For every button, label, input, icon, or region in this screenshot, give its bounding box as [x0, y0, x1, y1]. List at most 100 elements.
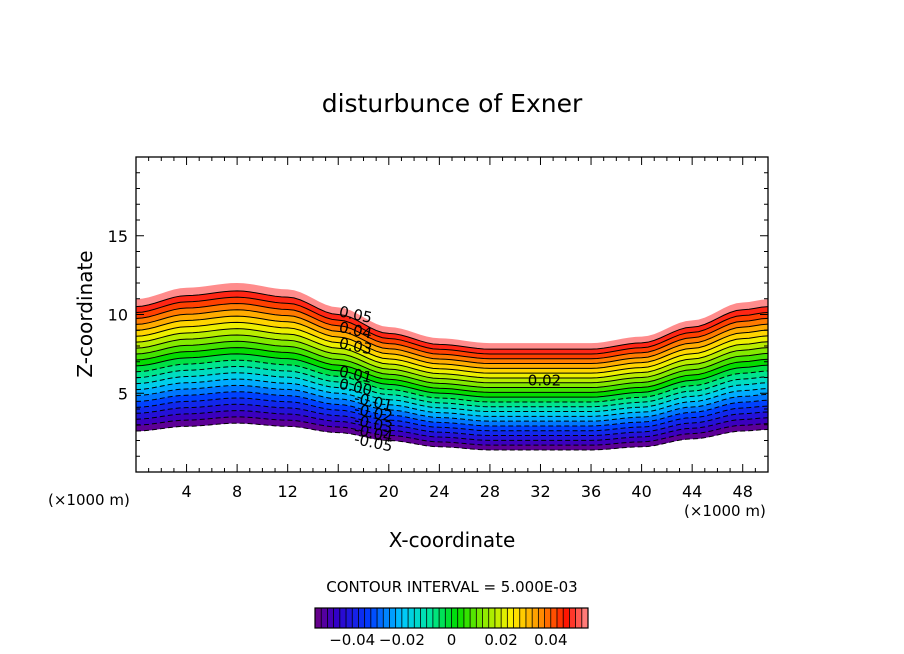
colorbar-cell: [525, 608, 533, 628]
colorbar-cell: [432, 608, 440, 628]
colorbar-cell: [346, 608, 353, 628]
contour-line: [136, 328, 768, 379]
x-tick-label: 44: [682, 482, 702, 501]
colorbar-tick-label: 0: [447, 631, 457, 649]
contour-line: [136, 403, 768, 437]
colorbar-cell: [482, 608, 490, 628]
colorbar-cell: [538, 608, 545, 628]
x-tick-label: 20: [379, 482, 399, 501]
contour-band: [136, 282, 768, 350]
contour-line: [136, 296, 768, 355]
colorbar-cell: [327, 608, 334, 628]
y-tick-label: 15: [108, 227, 128, 246]
colorbar-cell: [315, 608, 322, 628]
colorbar-cell: [358, 608, 365, 628]
colorbar-cell: [575, 608, 583, 628]
colorbar-cell: [501, 608, 508, 628]
colorbar-cell: [333, 608, 341, 628]
contour-lines: [136, 290, 768, 451]
colorbar-frame: [314, 607, 589, 629]
colorbar-cell: [445, 608, 452, 628]
colorbar-cell: [463, 608, 471, 628]
contour-line: [136, 397, 768, 432]
colorbar-cell: [321, 608, 328, 628]
x-tick-label: 24: [429, 482, 449, 501]
colorbar-cell: [377, 608, 384, 628]
contour-label: 0.02: [528, 371, 561, 389]
x-axis: 4 8 12 16 20 24 28 32 36 40 44 48: [148, 157, 756, 501]
contour-line: [136, 309, 768, 365]
colorbar-tick-label: 0.02: [484, 631, 517, 649]
contour-line: [136, 365, 768, 408]
colorbar-cell: [470, 608, 477, 628]
colorbar-cell: [476, 608, 483, 628]
x-tick-label: 8: [232, 482, 242, 501]
colorbar-cell: [352, 608, 359, 628]
colorbar: [314, 607, 589, 629]
colorbar-cell: [544, 608, 552, 628]
colorbar-cell: [569, 608, 576, 628]
contour-line: [136, 353, 768, 398]
y-tick-label: 10: [108, 306, 128, 325]
colorbar-cell: [370, 608, 378, 628]
colorbar-cell: [364, 608, 372, 628]
colorbar-tick-label: 0.04: [534, 631, 567, 649]
x-unit-left: (×1000 m): [48, 491, 130, 509]
contour-line: [136, 290, 768, 350]
colorbar-cell: [401, 608, 409, 628]
y-axis: 5 10 15: [108, 172, 768, 457]
x-tick-label: 40: [631, 482, 651, 501]
contour-line: [136, 410, 768, 441]
contour-line: [136, 340, 768, 389]
colorbar-cell: [532, 608, 539, 628]
colorbar-cell: [426, 608, 434, 628]
x-unit-right: (×1000 m): [684, 502, 766, 520]
contour-line: [136, 422, 768, 451]
colorbar-cell: [395, 608, 403, 628]
colorbar-cell: [339, 608, 347, 628]
colorbar-cell: [451, 608, 458, 628]
colorbar-tick-label: −0.02: [379, 631, 425, 649]
x-tick-label: 48: [733, 482, 753, 501]
colorbar-cell: [383, 608, 390, 628]
colorbar-cell: [556, 608, 564, 628]
x-tick-label: 32: [530, 482, 550, 501]
contour-interval-text: CONTOUR INTERVAL = 5.000E-03: [326, 578, 577, 596]
colorbar-cell: [389, 608, 396, 628]
x-tick-label: 4: [181, 482, 191, 501]
contour-line: [136, 416, 768, 446]
y-axis-label: Z-coordinate: [73, 250, 97, 377]
contour-line: [136, 372, 768, 413]
contour-line: [136, 384, 768, 422]
contour-line: [136, 302, 768, 360]
colorbar-cell: [563, 608, 570, 628]
contour-line: [136, 378, 768, 417]
colorbar-cell: [408, 608, 415, 628]
contour-line: [136, 347, 768, 393]
x-tick-label: 16: [328, 482, 348, 501]
colorbar-cell: [581, 608, 589, 628]
contour-line: [136, 391, 768, 427]
colorbar-cell: [519, 608, 527, 628]
colorbar-cell: [494, 608, 502, 628]
contour-line: [136, 359, 768, 403]
colorbar-cell: [457, 608, 465, 628]
chart-title: disturbunce of Exner: [322, 89, 583, 118]
colorbar-cell: [420, 608, 427, 628]
contour-line: [136, 315, 768, 369]
contour-line: [136, 321, 768, 374]
colorbar-cell: [513, 608, 521, 628]
colorbar-cell: [414, 608, 421, 628]
x-axis-label: X-coordinate: [389, 528, 516, 552]
colorbar-cell: [439, 608, 446, 628]
colorbar-tick-labels: −0.04 −0.02 0 0.02 0.04: [329, 631, 567, 649]
colorbar-tick-label: −0.04: [329, 631, 375, 649]
colorbar-cell: [550, 608, 558, 628]
contour-line: [136, 334, 768, 384]
x-tick-label: 36: [581, 482, 601, 501]
x-tick-label: 28: [480, 482, 500, 501]
colorbar-cell: [488, 608, 496, 628]
x-tick-label: 12: [278, 482, 298, 501]
y-tick-label: 5: [118, 384, 128, 403]
